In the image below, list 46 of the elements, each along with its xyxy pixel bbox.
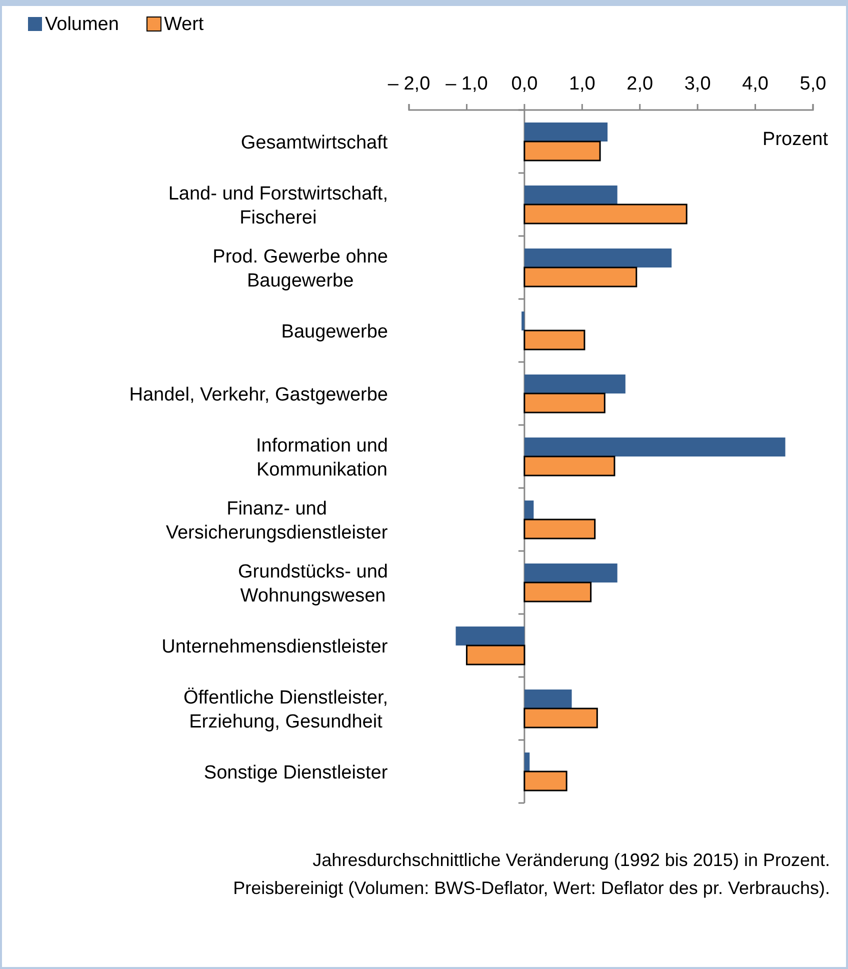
bar xyxy=(524,140,601,162)
y-tick-label: Handel, Verkehr, Gastgewerbe xyxy=(129,384,388,406)
bar xyxy=(524,456,616,476)
x-tick-label: – 2,0 xyxy=(388,74,430,95)
x-tick-label: 0,0 xyxy=(511,74,538,95)
bar xyxy=(524,392,606,414)
text: Preisbereinigt (Volumen: BWS-Deflator, Wert: Deflator des pr. Verbrauchs). xyxy=(233,878,830,898)
bar xyxy=(524,770,568,792)
text: Jahresdurchschnittliche Veränderung (1992 bis 2015) in Prozent. xyxy=(312,850,830,870)
y-tick-label: Grundstücks- und Wohnungswesen xyxy=(238,562,388,606)
legend-label: Volumen xyxy=(45,14,119,35)
y-tick-label: Information und Kommunikation xyxy=(256,436,388,480)
bar xyxy=(524,708,598,728)
bar xyxy=(524,438,786,456)
bar xyxy=(524,330,586,350)
bar xyxy=(524,122,608,142)
x-tick-label: – 1,0 xyxy=(446,74,488,95)
x-axis-title: Prozent xyxy=(762,129,829,150)
bar xyxy=(522,312,524,330)
y-tick-label: Gesamtwirtschaft xyxy=(240,132,388,154)
y-tick-label: Baugewerbe xyxy=(281,322,388,342)
bar xyxy=(524,248,672,268)
x-tick-label: 1,0 xyxy=(568,74,596,95)
bar xyxy=(524,374,626,394)
bar xyxy=(524,690,572,708)
bar xyxy=(524,564,618,582)
y-tick-label: Öffentliche Dienstleister, Erziehung, Gesundheit xyxy=(183,688,388,732)
x-tick-label: 5,0 xyxy=(800,74,826,95)
bar xyxy=(466,644,526,666)
bar xyxy=(524,266,638,288)
bar xyxy=(524,582,592,602)
x-tick-label: 4,0 xyxy=(742,74,768,95)
bar xyxy=(524,518,596,540)
bar xyxy=(456,626,524,646)
y-tick-label: Unternehmensdienstleister xyxy=(162,636,388,658)
y-tick-label: Prod. Gewerbe ohne Baugewerbe xyxy=(212,246,388,292)
y-tick-label: Sonstige Dienstleister xyxy=(204,762,388,784)
bar xyxy=(524,186,618,204)
bar xyxy=(524,204,688,224)
y-tick-label: Land- und Forstwirtschaft, Fischerei xyxy=(168,184,388,228)
legend-label: Wert xyxy=(164,14,204,35)
x-tick-label: 2,0 xyxy=(626,74,654,95)
x-tick-label: 3,0 xyxy=(684,74,711,95)
bar xyxy=(524,752,530,772)
bar xyxy=(524,500,534,520)
y-tick-label: Finanz- und Versicherungsdienstleister xyxy=(166,498,388,544)
